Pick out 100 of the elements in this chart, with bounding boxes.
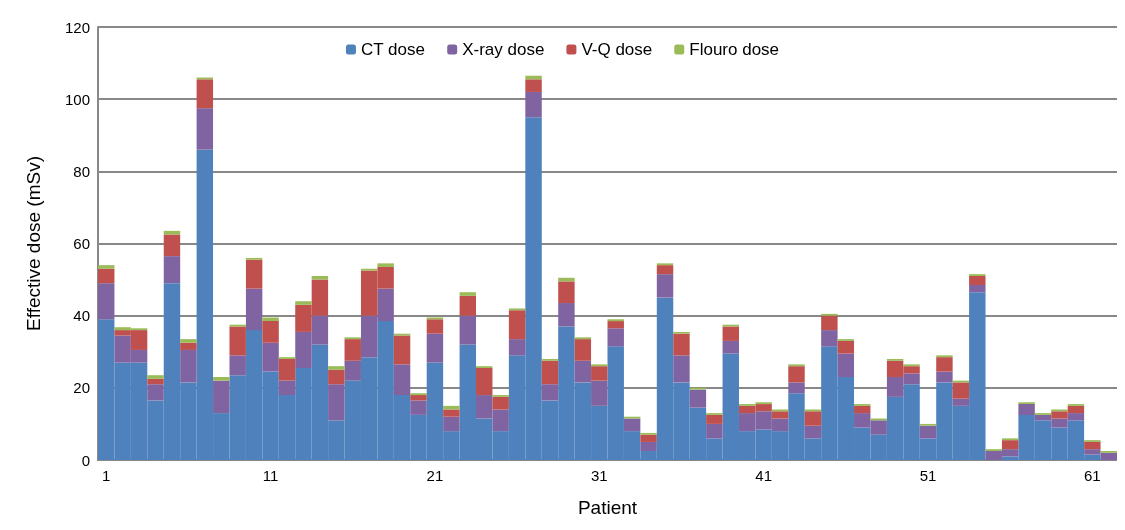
bar bbox=[393, 364, 411, 396]
bar bbox=[98, 268, 115, 284]
bar bbox=[952, 398, 970, 406]
bar bbox=[969, 275, 986, 285]
bar bbox=[623, 418, 641, 432]
bar bbox=[788, 366, 805, 383]
y-tick-label: 120 bbox=[64, 18, 90, 36]
bar bbox=[459, 292, 477, 296]
bar bbox=[969, 285, 986, 293]
bar bbox=[508, 339, 526, 356]
bar bbox=[541, 384, 559, 401]
bar bbox=[837, 340, 855, 354]
bar bbox=[656, 265, 674, 275]
bar bbox=[262, 317, 279, 322]
bar bbox=[673, 333, 690, 356]
bar bbox=[558, 303, 575, 327]
bar bbox=[837, 353, 855, 378]
bar bbox=[936, 371, 953, 383]
bar bbox=[443, 416, 460, 432]
x-tick-label: 41 bbox=[755, 467, 772, 484]
bar bbox=[377, 263, 394, 267]
x-tick-label: 51 bbox=[919, 467, 937, 484]
bar bbox=[804, 425, 822, 439]
bar bbox=[689, 389, 707, 408]
legend-label: X-ray dose bbox=[462, 40, 545, 59]
bar bbox=[245, 288, 263, 331]
bar bbox=[1001, 440, 1019, 450]
bar bbox=[328, 384, 345, 421]
bar bbox=[476, 367, 493, 396]
bar bbox=[558, 281, 575, 304]
bar bbox=[541, 360, 559, 385]
bar bbox=[393, 335, 411, 365]
bar bbox=[147, 375, 164, 379]
y-tick-label: 20 bbox=[73, 379, 90, 397]
bar bbox=[163, 234, 181, 257]
bar bbox=[1084, 441, 1101, 450]
bar bbox=[1018, 404, 1035, 415]
bar bbox=[328, 366, 345, 370]
x-tick-label: 21 bbox=[426, 467, 444, 484]
bar bbox=[147, 378, 164, 385]
legend-label: CT dose bbox=[360, 40, 425, 59]
bar bbox=[854, 405, 871, 414]
bar bbox=[591, 366, 608, 381]
bar bbox=[722, 340, 739, 354]
y-tick-label: 0 bbox=[81, 451, 90, 469]
bar bbox=[459, 315, 477, 345]
bar bbox=[262, 342, 279, 372]
bar bbox=[640, 434, 657, 442]
y-tick-label: 60 bbox=[73, 235, 90, 252]
x-tick-label: 31 bbox=[590, 467, 608, 484]
bar bbox=[607, 321, 624, 329]
bar bbox=[525, 79, 542, 92]
bar bbox=[936, 357, 953, 372]
legend-label: V-Q dose bbox=[581, 40, 653, 59]
bar bbox=[180, 342, 197, 350]
bar bbox=[245, 259, 263, 289]
bar bbox=[196, 79, 214, 109]
bar bbox=[180, 339, 197, 343]
bar bbox=[640, 441, 657, 451]
bar bbox=[213, 380, 230, 414]
bar bbox=[410, 395, 427, 401]
y-tick-label: 40 bbox=[73, 307, 90, 325]
bar bbox=[180, 349, 197, 383]
bar bbox=[788, 382, 805, 394]
bar bbox=[328, 369, 345, 385]
bar bbox=[344, 339, 361, 361]
bar bbox=[804, 411, 822, 426]
bar bbox=[656, 274, 674, 298]
bar bbox=[426, 319, 444, 334]
bar bbox=[722, 326, 739, 341]
x-axis-title: Patient bbox=[577, 497, 638, 518]
x-tick-label: 1 bbox=[102, 467, 111, 484]
bar bbox=[607, 328, 624, 347]
bar bbox=[229, 355, 246, 376]
x-tick-label: 61 bbox=[1084, 467, 1101, 484]
bar bbox=[821, 315, 838, 331]
bar bbox=[574, 339, 592, 361]
bar bbox=[295, 301, 312, 305]
bar bbox=[196, 108, 214, 150]
bar bbox=[706, 423, 723, 439]
bar bbox=[525, 91, 542, 118]
y-axis-title: Effective dose (mSv) bbox=[23, 156, 44, 331]
bar bbox=[508, 310, 526, 340]
y-tick-label: 100 bbox=[64, 90, 90, 108]
bar bbox=[706, 414, 723, 424]
bar bbox=[410, 400, 427, 415]
x-tick-label: 11 bbox=[262, 467, 279, 484]
y-tick-label: 80 bbox=[73, 162, 90, 180]
bar bbox=[229, 326, 246, 356]
bar bbox=[492, 396, 509, 410]
bar bbox=[459, 295, 477, 316]
bar bbox=[278, 380, 296, 396]
bar bbox=[311, 275, 329, 280]
bar bbox=[426, 333, 444, 363]
bar bbox=[163, 256, 181, 284]
bar bbox=[147, 384, 164, 401]
bar bbox=[344, 360, 361, 381]
bar bbox=[262, 321, 279, 343]
legend-label: Flouro dose bbox=[689, 40, 780, 59]
bar bbox=[771, 411, 789, 419]
